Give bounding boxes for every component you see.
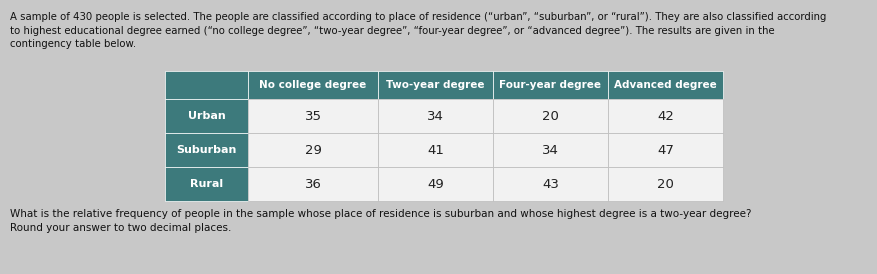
Text: Two-year degree: Two-year degree <box>386 80 484 90</box>
Text: A sample of 430 people is selected. The people are classified according to place: A sample of 430 people is selected. The … <box>10 12 825 22</box>
Text: Advanced degree: Advanced degree <box>613 80 716 90</box>
Text: Four-year degree: Four-year degree <box>499 80 601 90</box>
Text: 20: 20 <box>656 178 674 190</box>
Bar <box>165 167 247 201</box>
Text: 41: 41 <box>426 144 444 156</box>
Text: What is the relative frequency of people in the sample whose place of residence : What is the relative frequency of people… <box>10 209 751 219</box>
Bar <box>378 167 493 201</box>
Bar <box>493 167 607 201</box>
Bar <box>378 133 493 167</box>
Text: 36: 36 <box>304 178 321 190</box>
Bar <box>247 133 378 167</box>
Bar <box>165 99 247 133</box>
Text: Round your answer to two decimal places.: Round your answer to two decimal places. <box>10 223 232 233</box>
Bar <box>247 167 378 201</box>
Text: to highest educational degree earned (“no college degree”, “two-year degree”, “f: to highest educational degree earned (“n… <box>10 25 774 36</box>
Bar <box>607 99 722 133</box>
Text: 35: 35 <box>304 110 321 122</box>
Text: Urban: Urban <box>188 111 225 121</box>
Text: Suburban: Suburban <box>176 145 237 155</box>
Bar <box>247 99 378 133</box>
Bar <box>493 71 607 99</box>
Text: No college degree: No college degree <box>259 80 367 90</box>
Bar <box>165 71 247 99</box>
Bar <box>378 71 493 99</box>
Bar <box>493 133 607 167</box>
Text: 49: 49 <box>426 178 444 190</box>
Text: 47: 47 <box>656 144 674 156</box>
Bar <box>607 167 722 201</box>
Bar <box>165 133 247 167</box>
Text: Rural: Rural <box>189 179 223 189</box>
Text: 43: 43 <box>541 178 559 190</box>
Text: 20: 20 <box>541 110 559 122</box>
Text: 29: 29 <box>304 144 321 156</box>
Text: contingency table below.: contingency table below. <box>10 39 136 49</box>
Text: 34: 34 <box>541 144 559 156</box>
Text: 34: 34 <box>426 110 444 122</box>
Bar <box>378 99 493 133</box>
Bar <box>607 71 722 99</box>
Bar <box>247 71 378 99</box>
Bar <box>607 133 722 167</box>
Bar <box>493 99 607 133</box>
Text: 42: 42 <box>656 110 674 122</box>
